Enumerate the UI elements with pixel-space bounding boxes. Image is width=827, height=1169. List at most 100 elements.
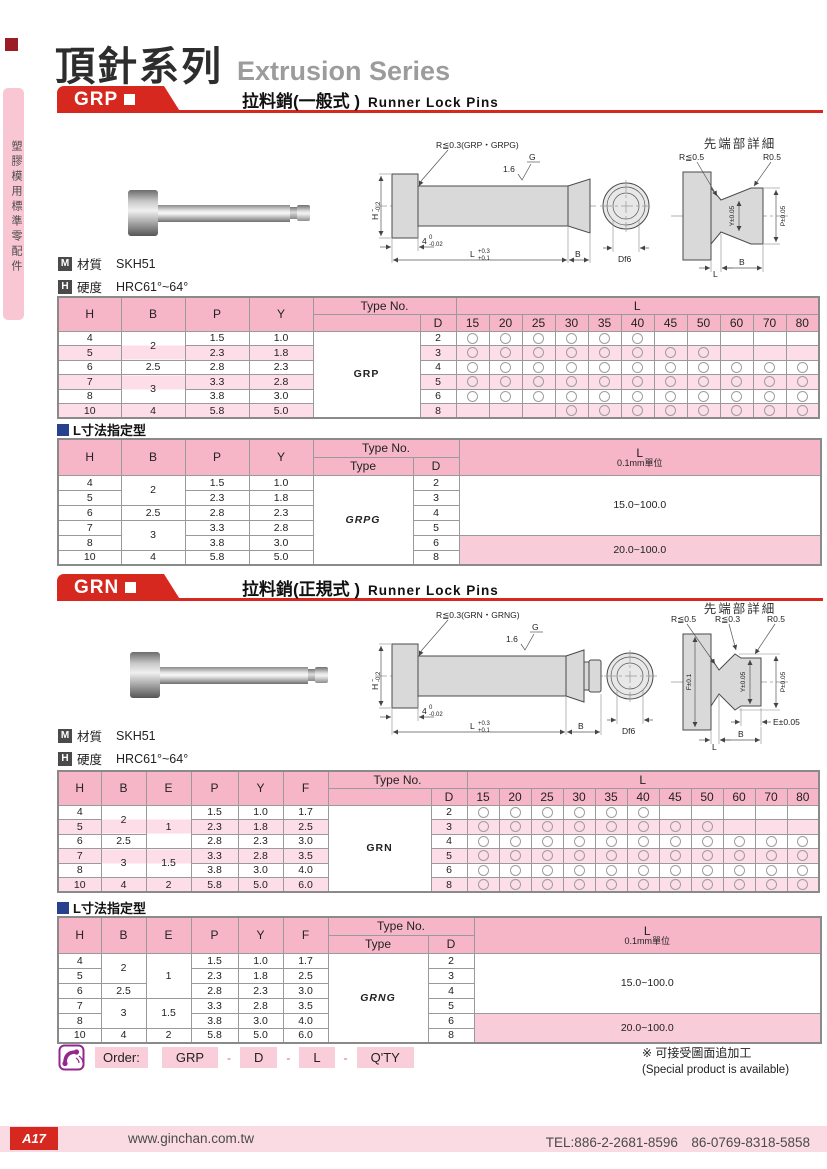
dim-cell: 3.3 xyxy=(190,848,239,864)
d-cell: 3 xyxy=(427,967,475,984)
availability-cell xyxy=(594,848,628,864)
grng-size-table: H B E P Y F Type No. L 0.1mm單位 Type D 4 2 1 1.5 1.0 1.7 G… xyxy=(57,916,822,1044)
availability-circle xyxy=(637,864,649,876)
d-cell: 3 xyxy=(412,489,460,506)
dim-cell: 1.8 xyxy=(248,345,314,361)
availability-cell xyxy=(488,345,523,361)
b-dim-label: B xyxy=(575,249,581,259)
tip-r1-label: R≦0.5 xyxy=(671,614,696,624)
availability-circle xyxy=(509,806,521,818)
availability-cell xyxy=(785,374,820,390)
l-header-unit: 0.1mm單位 xyxy=(616,457,663,468)
dim-cell: 1.0 xyxy=(248,330,314,346)
page-title-en: Extrusion Series xyxy=(237,56,451,86)
l-size-header: 80 xyxy=(785,313,820,332)
dim-cell: 7 xyxy=(57,374,122,390)
svg-text:-0.2: -0.2 xyxy=(376,201,382,212)
availability-cell xyxy=(455,359,490,375)
blue-square-icon xyxy=(57,901,69,914)
pin-shaft xyxy=(160,666,308,684)
l-size-header: 15 xyxy=(455,313,490,332)
tip-l-label: L xyxy=(712,742,717,752)
d-cell: 8 xyxy=(412,549,460,566)
finish-grade: G xyxy=(532,622,539,632)
table-row: 6 2.5 2.8 2.3 4 xyxy=(57,504,821,521)
availability-cell xyxy=(455,345,490,361)
type-cell: GRN xyxy=(327,804,432,893)
separator: - xyxy=(227,1050,232,1065)
grn-tip-title: 先端部詳細 xyxy=(703,602,777,616)
grpg-section-label: L寸法指定型 xyxy=(57,420,146,439)
availability-cell xyxy=(466,833,500,849)
availability-cell xyxy=(786,819,820,835)
dim-cell: 2.8 xyxy=(248,519,314,536)
availability-cell xyxy=(658,833,692,849)
dim-cell: 2 xyxy=(120,474,186,506)
d-cell: 6 xyxy=(419,388,457,404)
dim-cell: 1.7 xyxy=(282,952,329,969)
l-size-header: 25 xyxy=(521,313,556,332)
type-subheader: Type xyxy=(312,456,414,476)
table-row: 7 3 3.3 2.8 5 xyxy=(57,519,821,551)
svg-text:+0.1: +0.1 xyxy=(478,728,491,734)
availability-cell xyxy=(498,833,532,849)
dim-cell: 3.3 xyxy=(190,997,239,1014)
availability-cell xyxy=(690,833,724,849)
availability-cell xyxy=(722,877,756,893)
dim-cell: 5 xyxy=(57,819,102,835)
dim-cell: 5 xyxy=(57,489,122,506)
availability-circle xyxy=(467,390,478,402)
l-size-header: 15 xyxy=(466,787,500,806)
availability-circle xyxy=(669,835,681,847)
dim-cell: 1.5 xyxy=(145,997,192,1029)
d-cell: 2 xyxy=(427,952,475,969)
availability-cell xyxy=(587,359,622,375)
dim-cell: 4 xyxy=(100,877,147,893)
dim-cell: 2.8 xyxy=(184,359,250,375)
availability-cell xyxy=(562,819,596,835)
order-part: D xyxy=(240,1047,278,1068)
availability-cell xyxy=(521,345,556,361)
dim-cell: 3.0 xyxy=(237,1012,284,1029)
table-row: 7 3 1.5 3.3 2.8 3.5 5 xyxy=(57,997,821,1029)
tip-e-label: E±0.05 xyxy=(773,717,800,727)
availability-circle xyxy=(637,835,649,847)
column-header: P xyxy=(190,916,239,954)
availability-circle xyxy=(573,850,585,862)
d-cell: 4 xyxy=(419,359,457,375)
l-size-header: 80 xyxy=(786,787,820,806)
availability-cell xyxy=(653,330,688,346)
svg-text:0: 0 xyxy=(372,678,375,682)
availability-circle xyxy=(796,390,808,402)
pin-knob xyxy=(315,667,328,683)
availability-cell xyxy=(594,804,628,820)
availability-cell xyxy=(653,388,688,404)
grn-pin-photo xyxy=(130,652,328,698)
availability-cell xyxy=(658,804,692,820)
dim-cell: 4.0 xyxy=(282,1012,329,1029)
tip-r1-label: R≦0.5 xyxy=(679,152,704,162)
availability-cell xyxy=(754,848,788,864)
availability-circle xyxy=(500,332,511,344)
d-cell: 4 xyxy=(427,982,475,999)
dim-cell: 2.3 xyxy=(248,504,314,521)
availability-circle xyxy=(731,376,742,388)
availability-cell xyxy=(530,848,564,864)
availability-cell xyxy=(786,848,820,864)
availability-circle xyxy=(500,390,511,402)
availability-cell xyxy=(686,345,721,361)
tip-p-label: P±0.05 xyxy=(780,671,787,692)
availability-circle xyxy=(599,361,610,373)
availability-cell xyxy=(754,833,788,849)
l-size-header: 50 xyxy=(686,313,721,332)
l-range-cell: 20.0~100.0 xyxy=(458,534,822,566)
availability-cell xyxy=(587,330,622,346)
availability-cell xyxy=(594,819,628,835)
availability-circle xyxy=(731,405,742,417)
table-row: 6 2.5 2.8 2.3 3.0 4 xyxy=(57,833,820,849)
availability-circle xyxy=(573,879,585,891)
dim-cell: 3.8 xyxy=(190,862,239,878)
availability-circle xyxy=(669,821,681,833)
availability-cell xyxy=(658,848,692,864)
column-header: E xyxy=(145,916,192,954)
